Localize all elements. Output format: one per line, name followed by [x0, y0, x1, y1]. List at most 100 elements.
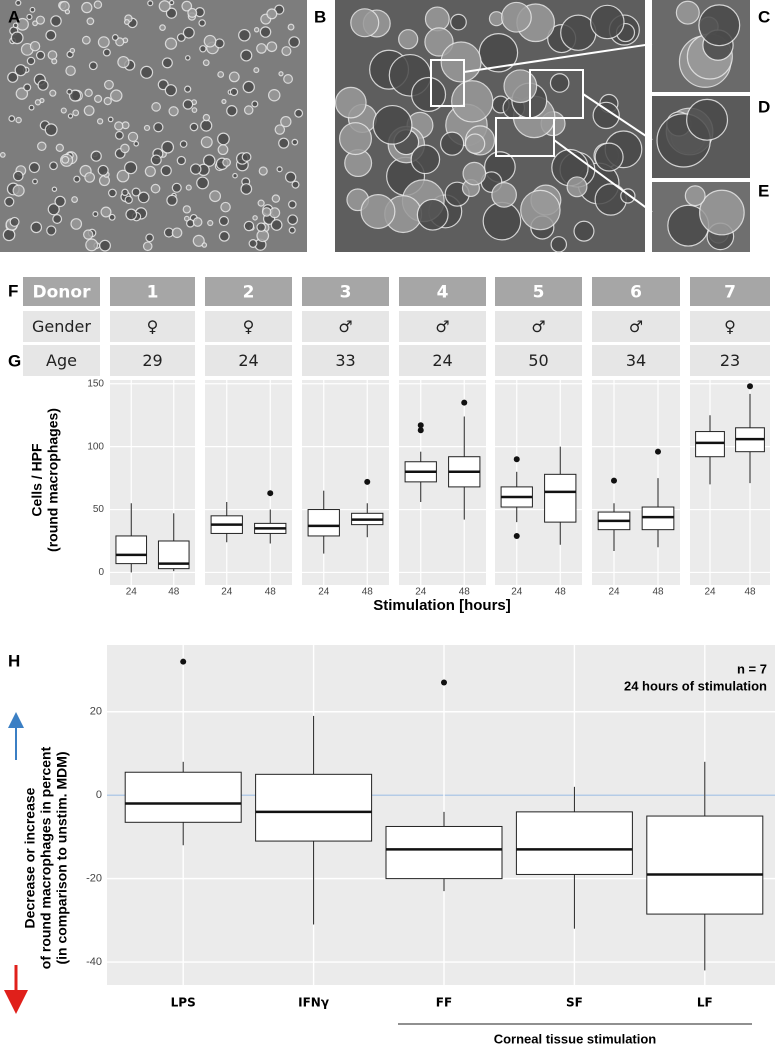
cell	[144, 165, 156, 177]
table-text: 50	[528, 351, 548, 370]
box	[124, 771, 242, 823]
x-tick-label: 48	[744, 587, 756, 598]
cell	[253, 27, 260, 33]
cell	[220, 201, 231, 213]
table-header: Donor	[33, 283, 92, 303]
cell	[10, 31, 24, 45]
cell	[165, 7, 178, 19]
panel-label: A	[8, 7, 20, 26]
micrographs	[0, 0, 750, 253]
x-tick-label: 48	[362, 587, 374, 598]
table-text: ♀	[243, 317, 255, 336]
cell	[50, 15, 62, 27]
cell	[440, 41, 482, 83]
cell	[116, 169, 130, 183]
cell	[339, 122, 373, 156]
cell	[51, 58, 58, 65]
cell	[253, 67, 260, 74]
cell	[142, 241, 153, 252]
table-text: Gender	[32, 317, 91, 336]
cell	[123, 19, 130, 25]
cell	[12, 170, 24, 182]
cell	[161, 57, 173, 69]
table-cell	[690, 311, 770, 342]
cell	[258, 166, 268, 176]
cell	[278, 71, 284, 77]
cell	[84, 172, 96, 183]
cell	[66, 88, 73, 95]
cell	[158, 0, 171, 13]
cell	[140, 65, 154, 79]
cell	[192, 217, 203, 227]
cell	[90, 150, 102, 162]
box	[646, 815, 764, 915]
cell	[26, 13, 33, 21]
cell	[143, 124, 151, 132]
outlier	[513, 532, 520, 539]
cell	[65, 65, 76, 76]
cell	[287, 23, 295, 31]
cell	[288, 200, 297, 209]
cell	[238, 28, 251, 42]
cell	[164, 84, 178, 97]
cell	[550, 236, 568, 253]
cell	[9, 216, 20, 227]
table-header: 1	[147, 283, 159, 303]
cell	[280, 115, 292, 128]
cell	[189, 163, 202, 175]
table-cell	[302, 345, 389, 376]
cell	[248, 239, 258, 248]
x-axis-label: Stimulation [hours]	[373, 597, 511, 614]
cell	[686, 98, 729, 141]
x-tick-label: LF	[697, 996, 713, 1010]
cell	[35, 50, 46, 60]
cell	[51, 186, 58, 192]
cell	[209, 190, 222, 203]
cell	[184, 85, 192, 93]
cell	[35, 15, 46, 25]
cell	[68, 89, 82, 102]
cell	[182, 205, 192, 214]
y-axis-label: Cells / HPF	[29, 443, 45, 517]
table-text: 24	[432, 351, 452, 370]
cell	[566, 176, 588, 198]
cell	[229, 87, 239, 97]
cell	[34, 99, 42, 106]
cell	[84, 88, 93, 98]
cell	[103, 79, 114, 90]
cell	[8, 115, 16, 122]
outlier	[417, 427, 424, 434]
cell	[125, 208, 138, 221]
cell	[151, 102, 161, 112]
cell	[416, 198, 449, 231]
cell	[217, 144, 229, 156]
cell	[23, 83, 32, 92]
outlier	[267, 490, 274, 497]
cell	[107, 116, 114, 123]
cell	[96, 118, 104, 125]
cell	[549, 73, 570, 93]
cell	[218, 230, 230, 242]
cell	[161, 140, 175, 154]
cell	[226, 105, 238, 117]
cell	[698, 4, 741, 47]
x-tick-label: 48	[265, 587, 277, 598]
cell	[398, 29, 419, 50]
cell	[242, 80, 255, 94]
cell	[350, 8, 380, 38]
cell	[100, 206, 112, 218]
x-tick-label: 24	[126, 587, 138, 598]
table-cell	[110, 311, 195, 342]
cell	[252, 215, 258, 221]
cell	[202, 59, 210, 67]
table-cell	[495, 277, 582, 306]
cell	[176, 33, 186, 42]
cell	[183, 215, 190, 222]
cell	[59, 0, 70, 12]
box	[307, 509, 340, 537]
cell	[26, 56, 36, 66]
cell	[7, 71, 19, 83]
cell	[32, 178, 38, 185]
cell	[189, 122, 199, 132]
panel-label: G	[8, 351, 21, 370]
